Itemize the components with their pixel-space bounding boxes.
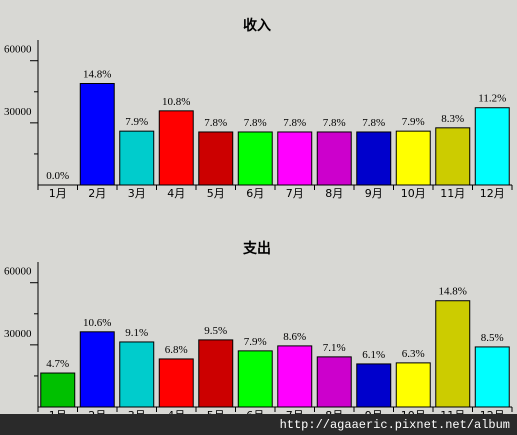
bar	[474, 346, 510, 408]
y-tick-label: 30000	[4, 106, 32, 118]
x-tick-label: 1月	[49, 187, 67, 200]
x-tick-label: 7月	[286, 187, 304, 200]
watermark-bar	[0, 414, 517, 435]
watermark: http://agaaeric.pixnet.net/album	[280, 418, 510, 432]
bar	[158, 358, 194, 408]
share-label: 6.8%	[165, 344, 188, 356]
bar	[395, 130, 431, 186]
bar	[435, 127, 471, 186]
share-label: 7.9%	[402, 116, 425, 128]
share-label: 7.8%	[323, 117, 346, 129]
x-tick-label: 12月	[480, 187, 505, 200]
x-tick-label: 6月	[246, 187, 264, 200]
share-label: 8.6%	[283, 331, 306, 343]
bar	[79, 83, 115, 186]
share-label: 8.5%	[481, 332, 504, 344]
share-label: 8.3%	[441, 113, 464, 125]
share-label: 14.8%	[83, 69, 111, 81]
share-label: 7.8%	[362, 117, 385, 129]
x-tick-label: 9月	[365, 187, 383, 200]
share-label: 7.8%	[204, 117, 227, 129]
share-label: 7.9%	[125, 116, 148, 128]
bar	[316, 356, 352, 408]
share-label: 6.1%	[362, 349, 385, 361]
bar	[237, 131, 273, 186]
share-label: 10.8%	[162, 96, 190, 108]
bar	[316, 131, 352, 186]
share-label: 7.8%	[283, 117, 306, 129]
charts: 收入 30000 60000 1月 0.0% 2月 14.8% 3月 7.9% 4月 10.8% 5月…	[4, 17, 513, 422]
share-label: 7.9%	[244, 336, 267, 348]
bar	[119, 341, 155, 408]
bar	[277, 131, 313, 186]
bar	[277, 345, 313, 408]
bar	[158, 110, 194, 186]
share-label: 14.8%	[439, 286, 467, 298]
x-tick-label: 8月	[325, 187, 343, 200]
x-tick-label: 4月	[167, 187, 185, 200]
share-label: 10.6%	[83, 317, 111, 329]
bar	[119, 130, 155, 186]
bar	[395, 362, 431, 408]
bar	[435, 300, 471, 408]
share-label: 9.1%	[125, 327, 148, 339]
chart-title: 支出	[242, 240, 271, 257]
x-tick-label: 10月	[401, 187, 426, 200]
bar	[356, 363, 392, 408]
bar	[237, 350, 273, 408]
share-label: 9.5%	[204, 325, 227, 337]
share-label: 7.8%	[244, 117, 267, 129]
share-label: 11.2%	[478, 93, 506, 105]
bar	[79, 331, 115, 408]
bar	[356, 131, 392, 186]
share-label: 4.7%	[46, 358, 69, 370]
bar	[40, 372, 76, 408]
x-tick-label: 11月	[440, 187, 465, 200]
x-tick-label: 2月	[88, 187, 106, 200]
chart-title: 收入	[243, 17, 271, 34]
y-tick-label: 60000	[4, 266, 32, 278]
x-tick-label: 3月	[128, 187, 146, 200]
y-tick-label: 30000	[4, 328, 32, 340]
share-label: 7.1%	[323, 342, 346, 354]
bar	[198, 131, 234, 186]
bar	[198, 339, 234, 408]
share-label: 0.0%	[46, 170, 69, 182]
share-label: 6.3%	[402, 348, 425, 360]
bar	[474, 107, 510, 186]
x-tick-label: 5月	[207, 187, 225, 200]
y-tick-label: 60000	[4, 44, 32, 56]
